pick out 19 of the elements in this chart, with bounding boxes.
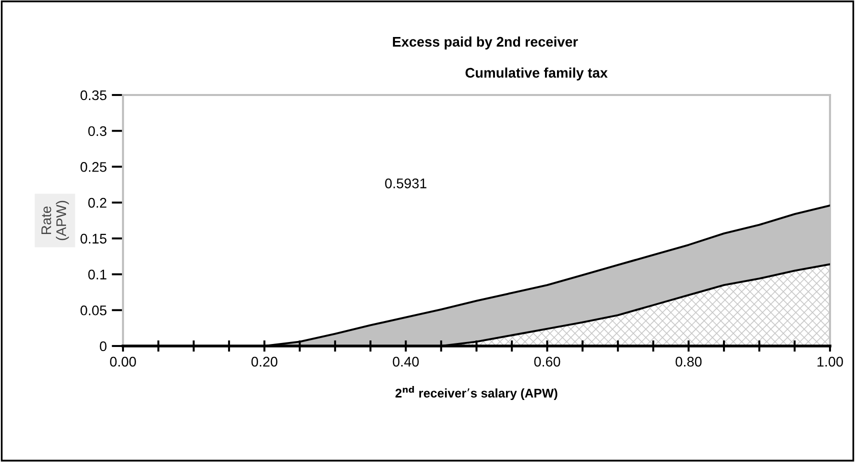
- x-tick-label: 0.20: [251, 356, 278, 367]
- y-axis-title: Rate (APW): [41, 200, 69, 240]
- annotation: 0.5931: [385, 178, 426, 188]
- x-tick-label: 1.00: [818, 356, 843, 367]
- y-tick-label: 0.3: [88, 126, 106, 136]
- x-axis-title: 2$^{nd}$ receiver’s salary (APW): [395, 386, 558, 400]
- x-tick-label: 0.80: [676, 356, 702, 367]
- chart-title: Excess paid by 2nd receiver: [392, 36, 578, 50]
- y-tick-label: 0.25: [80, 162, 106, 172]
- x-tick-label: 0.40: [392, 356, 419, 367]
- y-tick-label: 0.05: [80, 305, 106, 316]
- y-tick-label: 0.15: [80, 234, 106, 244]
- x-tick-label: 0.00: [110, 356, 136, 367]
- y-tick-label: 0: [100, 341, 106, 352]
- y-tick-label: 0.35: [80, 90, 106, 100]
- chart-subtitle: Cumulative family tax: [466, 68, 608, 80]
- y-tick-label: 0.2: [88, 198, 106, 208]
- y-tick-label: 0.1: [88, 270, 106, 280]
- x-tick-label: 0.60: [534, 356, 560, 367]
